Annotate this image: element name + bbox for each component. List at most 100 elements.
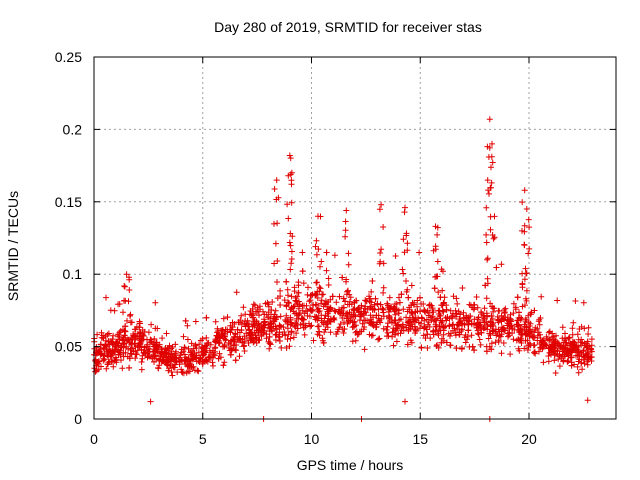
data-point [537, 335, 544, 341]
data-point [456, 329, 463, 336]
data-point [274, 220, 281, 227]
data-point [556, 363, 563, 370]
data-point [107, 348, 114, 355]
data-point [498, 318, 505, 325]
data-point [323, 267, 330, 274]
data-point [227, 329, 234, 336]
data-point [336, 324, 343, 331]
data-point [147, 398, 154, 405]
data-point [417, 294, 423, 301]
data-point [271, 186, 278, 192]
data-point [266, 321, 273, 328]
data-point [314, 323, 321, 330]
data-point [373, 323, 380, 330]
data-point [500, 340, 507, 346]
data-point [588, 348, 595, 355]
data-point [521, 187, 528, 194]
x-tick-label: 20 [521, 431, 537, 447]
data-point [429, 307, 436, 313]
data-point [232, 357, 239, 364]
data-point [163, 330, 170, 337]
data-point [478, 309, 485, 316]
data-point [492, 339, 499, 346]
data-point [176, 361, 183, 368]
data-point [514, 317, 521, 324]
data-point [282, 332, 289, 339]
data-point [286, 152, 293, 159]
data-point [588, 342, 595, 349]
data-point [189, 353, 196, 360]
data-point [287, 242, 294, 249]
data-point [367, 295, 374, 302]
data-point [330, 316, 337, 322]
data-point [380, 260, 387, 267]
data-point [380, 284, 387, 291]
data-point [493, 264, 500, 271]
data-point [409, 312, 416, 318]
data-point [299, 302, 306, 309]
data-point [342, 298, 349, 305]
data-point [497, 333, 504, 340]
data-point [222, 326, 229, 333]
data-point [437, 294, 444, 301]
data-point [100, 355, 107, 362]
data-point [374, 319, 381, 326]
data-point [97, 341, 104, 348]
data-point [581, 325, 588, 332]
data-point [120, 309, 126, 316]
data-point [112, 354, 119, 361]
data-point [484, 177, 491, 184]
data-point [261, 318, 268, 325]
data-point [296, 303, 302, 310]
data-point [525, 330, 532, 337]
data-point [484, 255, 491, 262]
data-point [111, 349, 118, 355]
data-point [216, 350, 223, 357]
data-point [526, 224, 533, 231]
data-point [271, 318, 278, 325]
data-point [377, 258, 384, 265]
data-point [580, 356, 587, 363]
data-point [313, 291, 320, 298]
data-point [192, 341, 199, 348]
data-point [418, 320, 424, 327]
data-point [487, 323, 494, 330]
data-point [523, 287, 530, 294]
data-point [488, 164, 494, 171]
data-point [431, 285, 438, 292]
data-point [432, 246, 439, 253]
data-point [386, 294, 393, 301]
data-point [446, 323, 453, 330]
data-point [194, 367, 201, 374]
data-point [361, 312, 367, 319]
data-point [184, 322, 191, 329]
data-point [316, 284, 323, 291]
data-point [255, 320, 262, 327]
data-point [430, 318, 437, 325]
data-point [324, 308, 331, 315]
data-point [318, 297, 325, 304]
data-point [378, 246, 385, 253]
data-point [396, 294, 402, 301]
data-point [110, 363, 117, 370]
data-point [409, 323, 416, 330]
data-point [459, 285, 466, 291]
plot-frame [93, 56, 617, 420]
data-point [496, 307, 503, 314]
data-point [159, 335, 166, 342]
data-point [168, 369, 175, 375]
data-point [423, 326, 430, 333]
x-axis-label: GPS time / hours [297, 457, 404, 473]
data-point [531, 334, 538, 341]
data-point [402, 398, 408, 405]
data-point [318, 258, 325, 265]
data-point [462, 339, 469, 346]
data-point [331, 252, 338, 259]
data-point [253, 340, 260, 346]
data-point [205, 339, 212, 346]
data-point [288, 256, 295, 262]
data-point [417, 325, 423, 332]
data-point [491, 213, 498, 220]
data-point [182, 317, 189, 324]
data-point [574, 363, 581, 370]
